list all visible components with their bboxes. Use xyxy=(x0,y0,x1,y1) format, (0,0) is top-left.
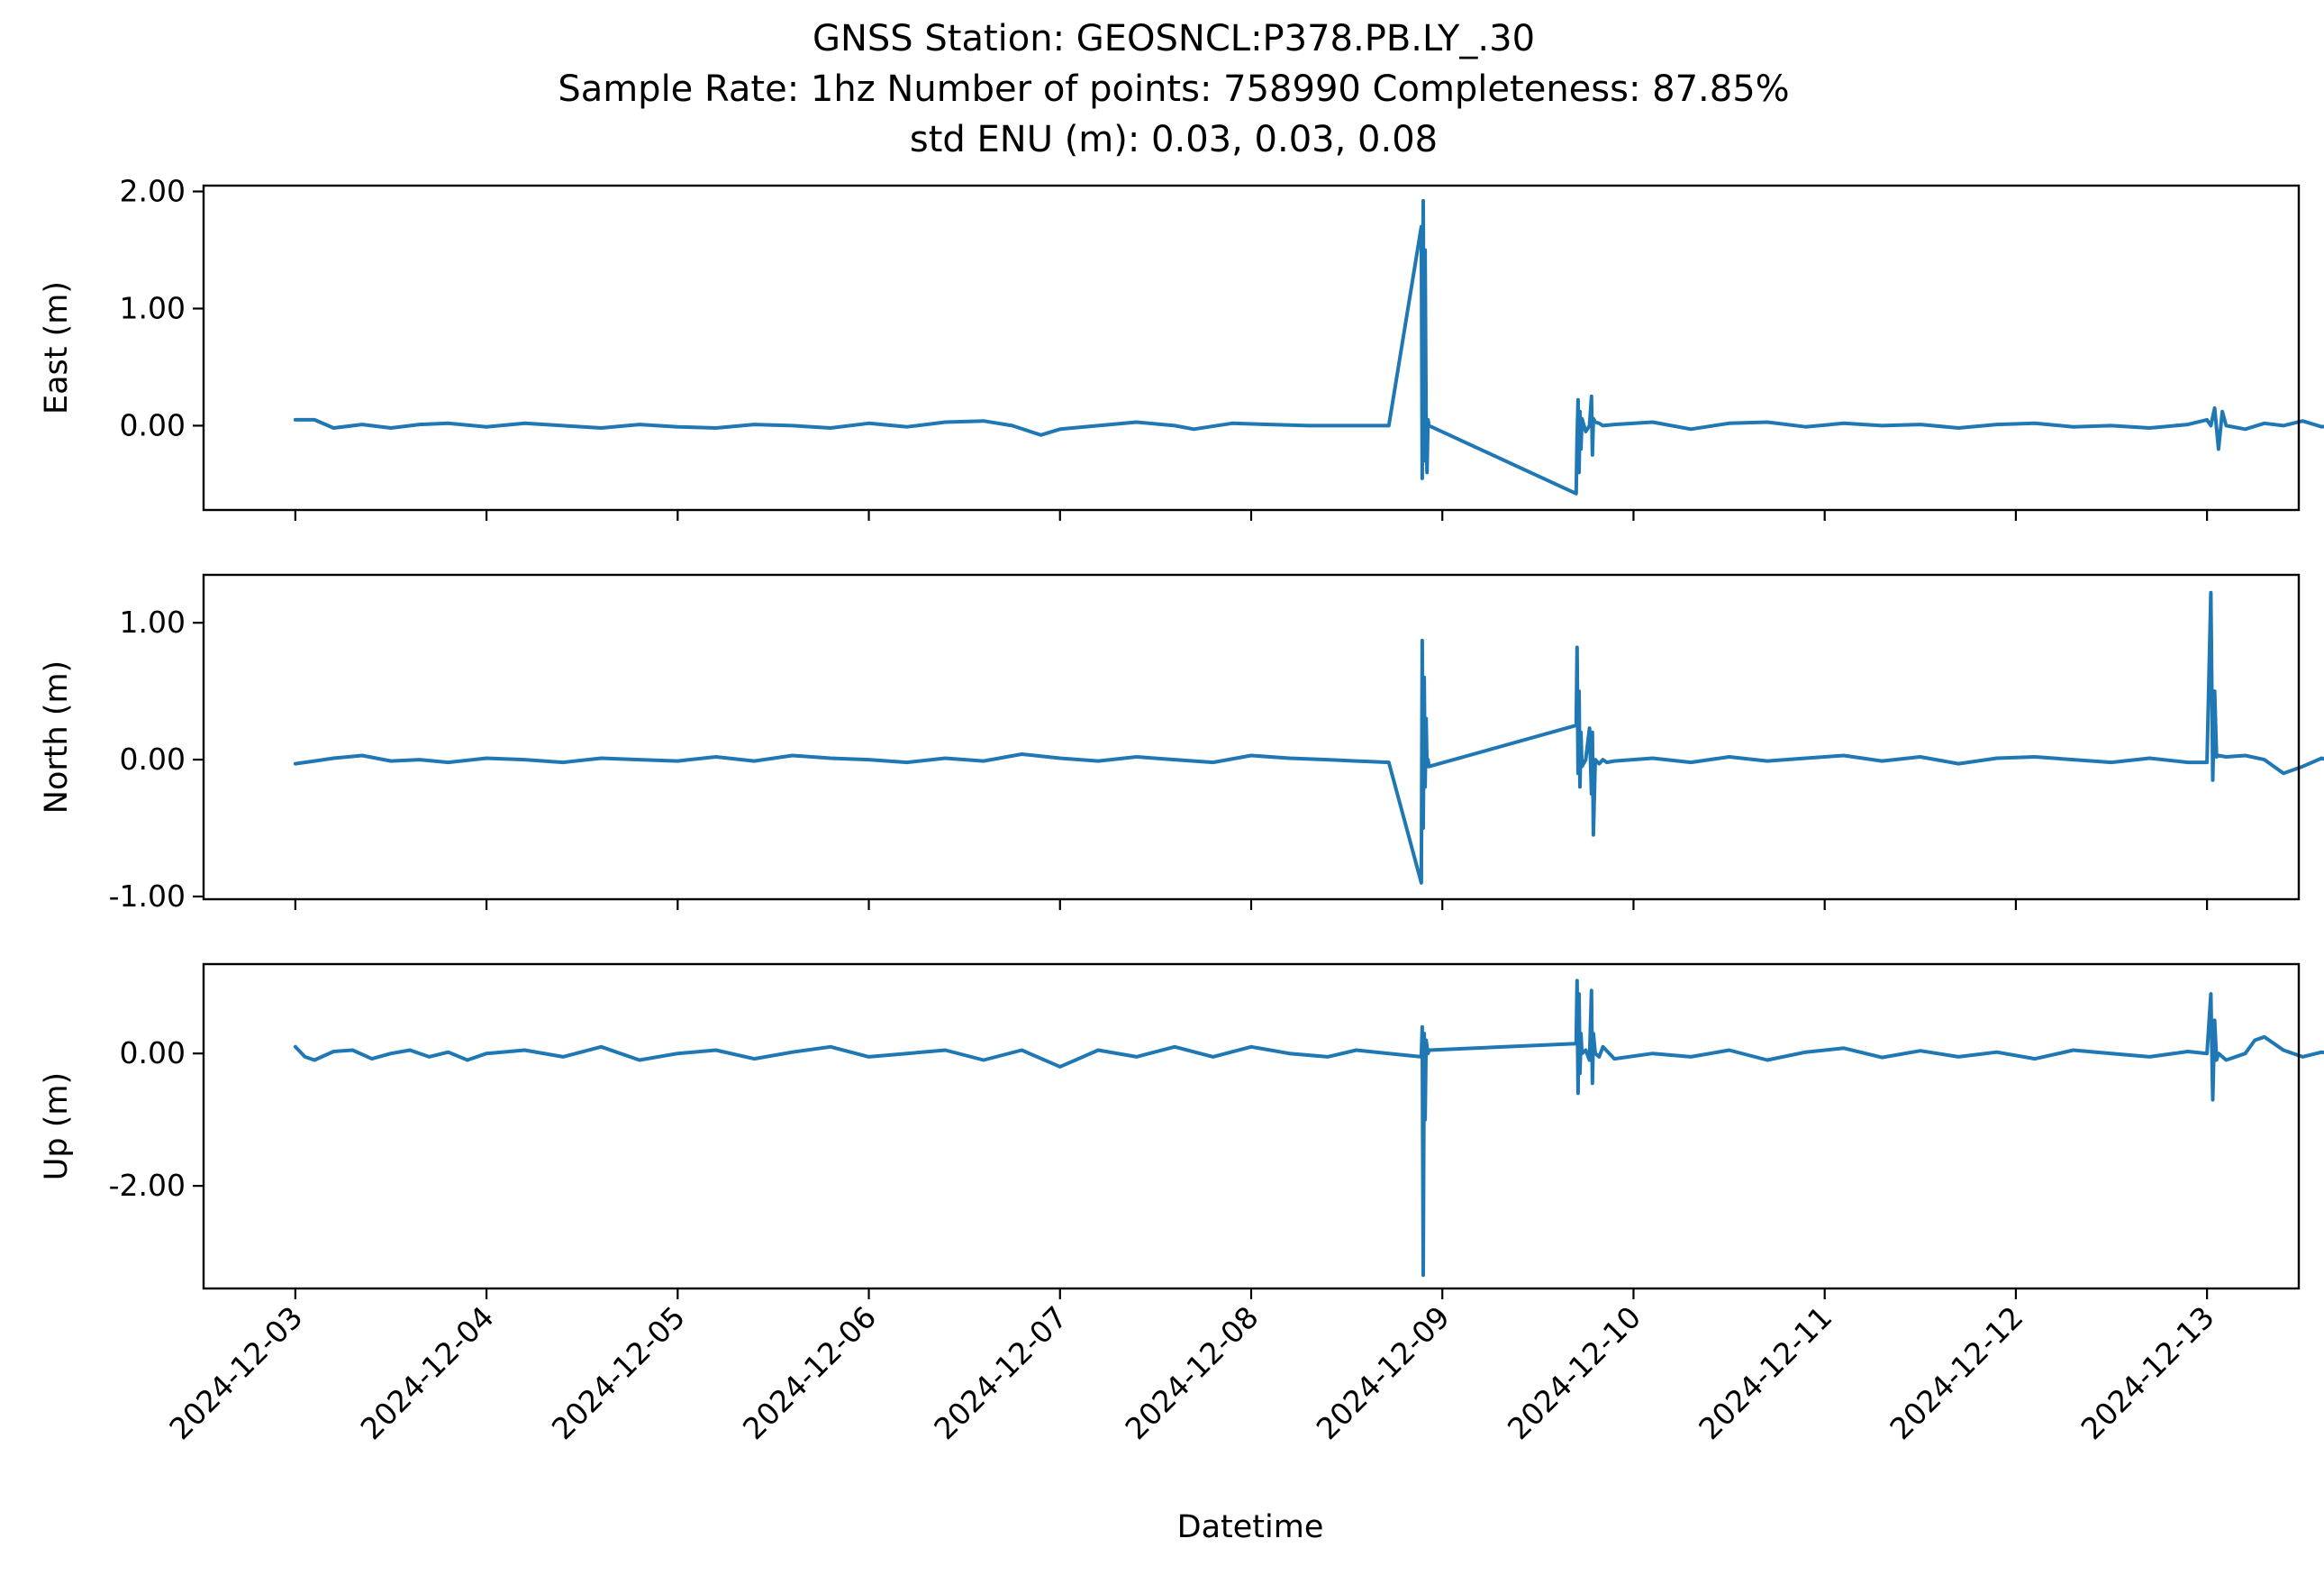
north-ylabel: North (m) xyxy=(39,660,75,814)
east-series-line xyxy=(293,198,2324,496)
chart-title-line-2: Sample Rate: 1hz Number of points: 75899… xyxy=(558,68,1789,110)
up-ytick-label: -2.00 xyxy=(109,1168,186,1203)
up-ylabel: Up (m) xyxy=(39,1072,75,1180)
up-series-line xyxy=(293,979,2324,1278)
north-panel: -1.00 0.00 1.00 North (m) xyxy=(39,573,2324,914)
up-panel: -2.00 0.00 Up (m) xyxy=(39,962,2324,1299)
chart-title-line-1: GNSS Station: GEOSNCL:P378.PB.LY_.30 xyxy=(812,18,1535,59)
north-ytick-label: 0.00 xyxy=(120,742,186,777)
east-ytick-label: 1.00 xyxy=(120,290,186,325)
east-panel: 0.00 1.00 2.00 East (m) xyxy=(39,173,2324,521)
x-axis-label: Datetime xyxy=(1177,1509,1324,1545)
chart-title-line-3: std ENU (m): 0.03, 0.03, 0.08 xyxy=(910,119,1438,160)
north-series-line xyxy=(293,590,2324,885)
east-ylabel: East (m) xyxy=(39,281,75,414)
north-ytick-label: 1.00 xyxy=(120,605,186,640)
east-ytick-label: 2.00 xyxy=(120,173,186,208)
east-ytick-label: 0.00 xyxy=(120,407,186,442)
up-ytick-label: 0.00 xyxy=(120,1035,186,1070)
north-ytick-label: -1.00 xyxy=(109,879,186,914)
